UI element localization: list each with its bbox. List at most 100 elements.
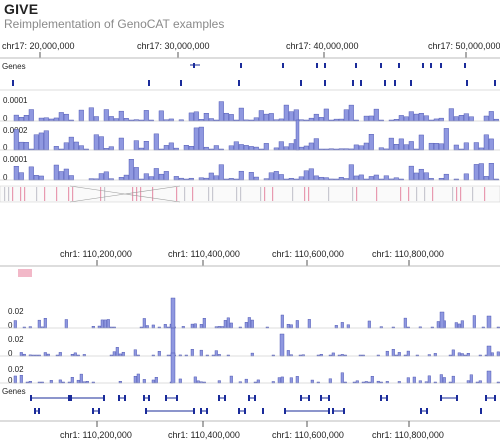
signal-bar bbox=[78, 109, 84, 122]
gene-marker[interactable] bbox=[464, 63, 466, 68]
signal-bar bbox=[108, 146, 114, 151]
signal-bar bbox=[483, 115, 489, 122]
gene-marker[interactable] bbox=[422, 63, 424, 68]
signal-bar bbox=[118, 353, 122, 357]
bottom-region-highlight[interactable] bbox=[18, 269, 32, 277]
signal-bar bbox=[253, 117, 259, 122]
signal-bar bbox=[277, 377, 281, 384]
top-interaction-strip[interactable] bbox=[0, 185, 500, 203]
signal-bar bbox=[295, 119, 300, 151]
bottom-track-1[interactable]: 0.02 0 bbox=[0, 297, 500, 330]
signal-bar bbox=[295, 376, 299, 384]
signal-bar bbox=[170, 297, 176, 329]
top-track-2[interactable]: 0.0002 0 bbox=[0, 119, 500, 152]
top-gene-track[interactable] bbox=[12, 63, 496, 86]
bottom-coordinate-axis: chr1: 110,200,000 chr1: 110,400,000 chr1… bbox=[0, 249, 500, 267]
signal-bar bbox=[13, 114, 19, 122]
gene-marker[interactable] bbox=[394, 80, 396, 86]
interaction-mark bbox=[352, 187, 354, 201]
interaction-mark bbox=[44, 187, 46, 201]
gene-marker[interactable] bbox=[180, 80, 182, 86]
top-track-2-zero: 0 bbox=[3, 143, 8, 152]
gene-marker[interactable] bbox=[238, 80, 240, 86]
signal-bar bbox=[278, 118, 284, 122]
gene-marker[interactable] bbox=[300, 80, 302, 86]
gene-marker[interactable] bbox=[324, 80, 326, 86]
gene-marker[interactable] bbox=[355, 63, 357, 68]
gene-marker[interactable] bbox=[324, 63, 326, 68]
top-track-3[interactable]: 0.0001 0 bbox=[0, 155, 500, 182]
signal-bar bbox=[323, 177, 329, 181]
signal-bar bbox=[355, 380, 359, 384]
gene-marker[interactable] bbox=[352, 80, 354, 86]
signal-bar bbox=[70, 377, 74, 384]
signal-bar bbox=[263, 143, 269, 151]
signal-bar bbox=[73, 352, 77, 357]
gene-marker[interactable] bbox=[410, 80, 412, 86]
signal-bar bbox=[406, 350, 410, 357]
signal-bar bbox=[268, 172, 274, 181]
signal-bar bbox=[308, 142, 314, 151]
bottom-track-2[interactable]: 0.02 0 bbox=[0, 327, 500, 358]
signal-bar bbox=[253, 176, 259, 181]
interaction-mark bbox=[100, 187, 102, 201]
top-coordinate-axis: chr17: 20,000,000 chr17: 30,000,000 chr1… bbox=[0, 41, 500, 59]
signal-bar bbox=[13, 375, 17, 384]
signal-bar bbox=[168, 142, 174, 151]
interaction-mark bbox=[136, 187, 138, 201]
signal-bar bbox=[188, 146, 194, 151]
interaction-mark bbox=[24, 187, 26, 201]
signal-bar bbox=[158, 173, 164, 181]
signal-bar bbox=[433, 143, 439, 151]
signal-bar bbox=[378, 147, 384, 151]
top-track-1[interactable]: 0.0001 0 bbox=[0, 96, 500, 123]
signal-bar bbox=[43, 352, 47, 357]
signal-bar bbox=[393, 177, 399, 181]
top-genes-label: Genes bbox=[2, 62, 26, 71]
top-tick-label-0: chr17: 20,000,000 bbox=[2, 41, 75, 51]
top-tick-label-3: chr17: 50,000,000 bbox=[428, 41, 500, 51]
signal-bar bbox=[68, 136, 74, 151]
signal-bar bbox=[53, 117, 59, 122]
signal-bar bbox=[223, 320, 227, 329]
gene-marker[interactable] bbox=[380, 63, 382, 68]
gene-marker[interactable] bbox=[494, 80, 496, 86]
signal-bar bbox=[346, 324, 350, 329]
interaction-mark bbox=[484, 187, 486, 201]
bottom-tick-label-1: chr1: 110,400,000 bbox=[168, 249, 240, 259]
signal-bar bbox=[63, 142, 69, 151]
signal-bar bbox=[273, 147, 279, 151]
signal-bar bbox=[439, 311, 445, 329]
signal-bar bbox=[13, 166, 19, 181]
gene-marker[interactable] bbox=[148, 80, 150, 86]
app-subtitle: Reimplementation of GenoCAT examples bbox=[4, 17, 225, 31]
signal-bar bbox=[423, 172, 429, 181]
signal-bar bbox=[323, 108, 329, 122]
signal-bar bbox=[151, 379, 155, 384]
signal-bar bbox=[247, 317, 251, 329]
gene-marker[interactable] bbox=[384, 80, 386, 86]
signal-bar bbox=[43, 117, 49, 122]
signal-bar bbox=[373, 108, 379, 122]
signal-bar bbox=[248, 172, 254, 181]
signal-bar bbox=[168, 118, 174, 122]
signal-bar bbox=[368, 176, 374, 181]
gene-marker[interactable] bbox=[316, 63, 318, 68]
top-tick-label-1: chr17: 30,000,000 bbox=[137, 41, 210, 51]
gene-marker[interactable] bbox=[398, 63, 400, 68]
gene-marker[interactable] bbox=[430, 63, 432, 68]
bottom-track-3[interactable]: 0.02 0 bbox=[0, 352, 500, 385]
signal-bar bbox=[303, 170, 309, 181]
signal-bar bbox=[388, 137, 394, 151]
signal-bar bbox=[98, 136, 104, 151]
gene-marker[interactable] bbox=[282, 63, 284, 68]
signal-bar bbox=[70, 354, 74, 357]
signal-bar bbox=[403, 144, 409, 151]
bottom-gene-track[interactable] bbox=[30, 395, 496, 414]
gene-marker[interactable] bbox=[440, 63, 442, 68]
gene-marker[interactable] bbox=[12, 80, 14, 86]
gene-marker[interactable] bbox=[240, 63, 242, 68]
gene-marker[interactable] bbox=[466, 80, 468, 86]
gene-marker[interactable] bbox=[360, 80, 362, 86]
